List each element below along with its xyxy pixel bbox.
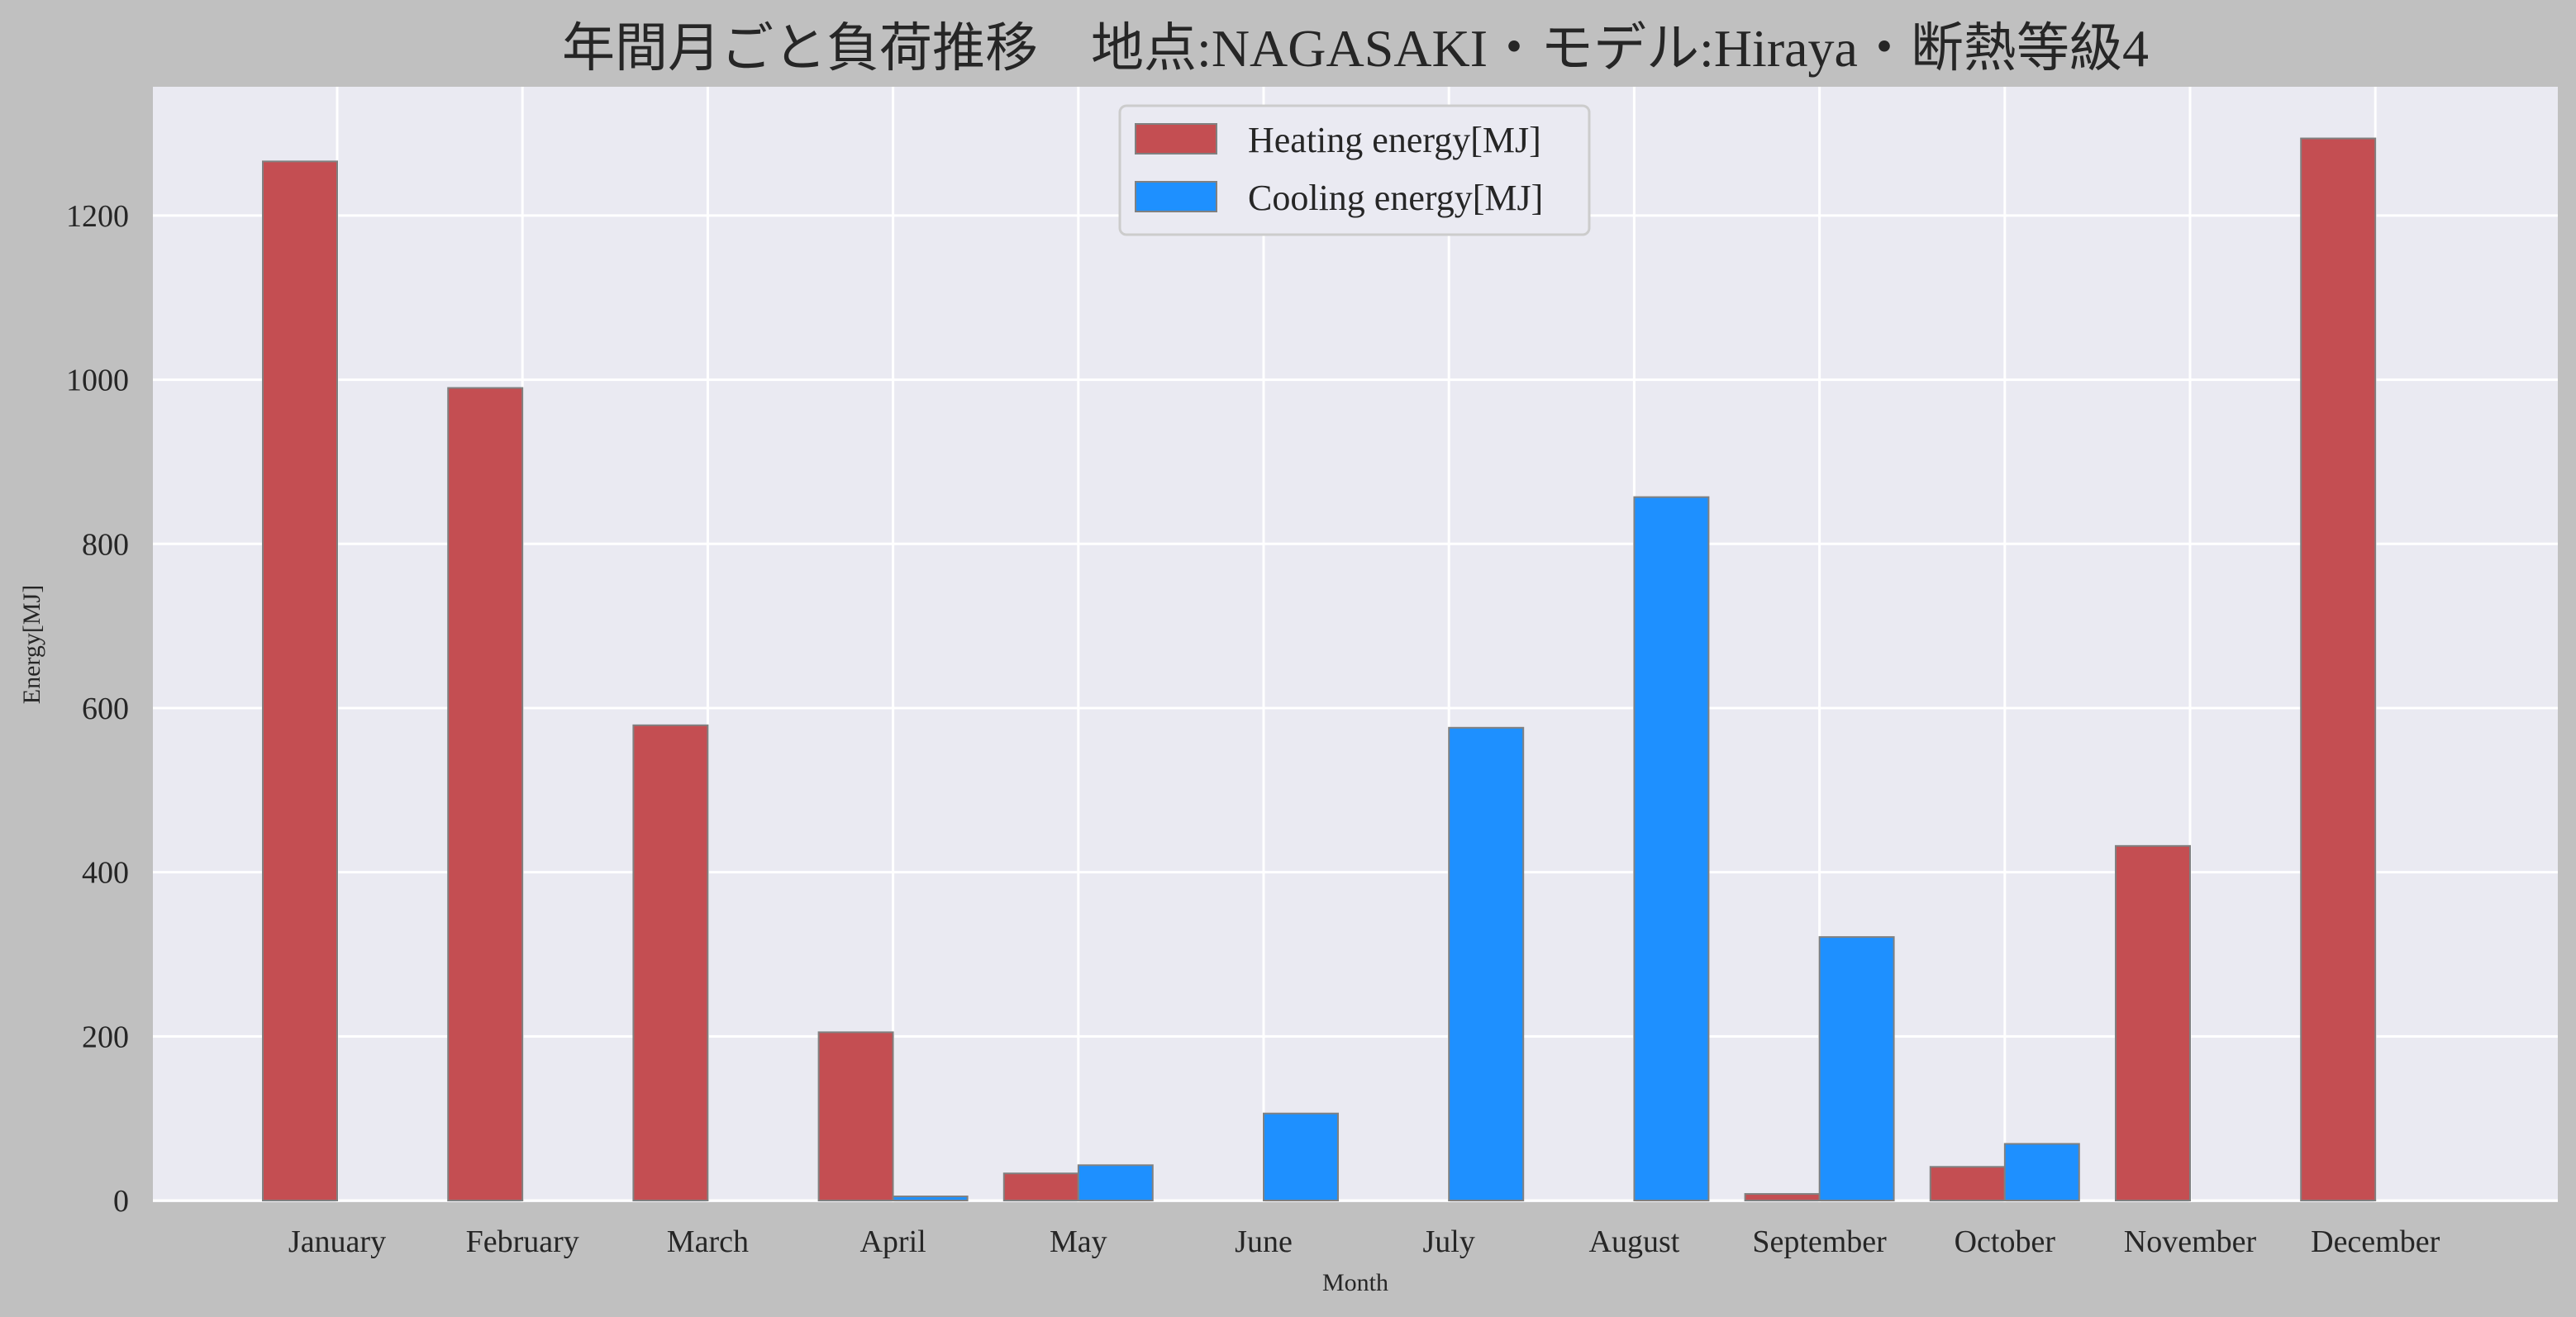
x-tick-label: June <box>1235 1224 1293 1259</box>
heating-bar <box>262 160 338 1202</box>
bars <box>262 137 2377 1202</box>
legend-label-heating: Heating energy[MJ] <box>1248 120 1541 160</box>
heating-bar <box>1744 1193 1821 1202</box>
y-tick-label: 600 <box>82 692 129 726</box>
heating-bar <box>447 387 524 1201</box>
legend: Heating energy[MJ] Cooling energy[MJ] <box>1118 104 1591 236</box>
y-tick-labels: 0 200 400 600 800 1000 1200 <box>66 199 129 1219</box>
x-tick-label: March <box>667 1224 749 1259</box>
legend-frame <box>1118 104 1591 236</box>
heating-bar <box>632 724 709 1201</box>
chart-title: 年間月ごと負荷推移 地点:NAGASAKI・モデル:Hiraya・断熱等級4 <box>562 19 2149 78</box>
legend-swatch-cooling <box>1135 181 1217 212</box>
y-tick-label: 200 <box>82 1020 129 1054</box>
cooling-bar <box>2003 1143 2080 1202</box>
y-axis-label: Energy[MJ] <box>18 585 45 704</box>
y-tick-label: 1000 <box>66 364 129 398</box>
y-tick-label: 800 <box>82 527 129 562</box>
x-tick-label: February <box>466 1224 579 1259</box>
cooling-bar <box>1633 496 1710 1201</box>
y-tick-label: 400 <box>82 856 129 891</box>
y-tick-label: 0 <box>113 1184 129 1219</box>
cooling-bar <box>1263 1112 1339 1201</box>
x-tick-label: July <box>1423 1224 1475 1259</box>
x-tick-label: October <box>1955 1224 2056 1259</box>
x-tick-label: January <box>288 1224 386 1259</box>
cooling-bar <box>1077 1164 1154 1202</box>
x-tick-label: April <box>859 1224 926 1259</box>
legend-label-cooling: Cooling energy[MJ] <box>1248 178 1543 218</box>
heating-bar <box>1929 1166 2006 1202</box>
x-tick-label: September <box>1752 1224 1887 1259</box>
x-tick-label: November <box>2124 1224 2257 1259</box>
x-tick-label: May <box>1050 1224 1107 1259</box>
heating-bar <box>2115 844 2191 1201</box>
heating-bar <box>817 1031 894 1202</box>
cooling-bar <box>892 1196 969 1201</box>
heating-bar <box>2300 137 2377 1201</box>
cooling-bar <box>1818 936 1895 1202</box>
x-tick-label: December <box>2311 1224 2440 1259</box>
x-tick-labels: January February March April May June July Augu… <box>288 1224 2440 1259</box>
x-tick-label: August <box>1589 1224 1680 1259</box>
legend-swatch-heating <box>1135 123 1217 155</box>
heating-bar <box>1002 1172 1079 1201</box>
cooling-bar <box>1448 726 1525 1201</box>
y-tick-label: 1200 <box>66 199 129 234</box>
x-axis-label: Month <box>1322 1269 1388 1296</box>
